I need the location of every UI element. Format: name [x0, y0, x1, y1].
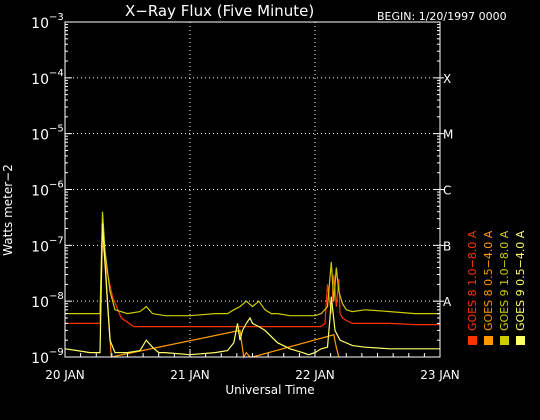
- series-line-1: [101, 218, 340, 359]
- flare-class-label: B: [443, 239, 451, 253]
- legend-label: GOES 9 1.0−8.0 A: [498, 230, 511, 331]
- y-tick-exponent: −6: [49, 180, 64, 191]
- y-tick-exponent: −7: [49, 235, 64, 246]
- legend-entry-goes9-short: GOES 9 0.5−4.0 A: [514, 60, 538, 345]
- flare-class-label: C: [443, 184, 451, 198]
- y-tick-label: 10: [31, 72, 49, 88]
- legend-label: GOES 9 0.5−4.0 A: [514, 230, 527, 331]
- series-line-0: [65, 238, 440, 328]
- y-tick-label: 10: [31, 351, 49, 367]
- x-tick-label: 22 JAN: [295, 368, 335, 382]
- y-tick-exponent: −8: [49, 291, 64, 302]
- chart-series: [64, 211, 440, 359]
- y-tick-label: 10: [31, 16, 49, 32]
- chart-grid: [65, 22, 440, 357]
- y-tick-label: 10: [31, 295, 49, 311]
- y-tick-exponent: −5: [49, 124, 64, 135]
- legend-swatch: [484, 336, 493, 345]
- y-tick-label: 10: [31, 128, 49, 144]
- y-axis-label: Watts meter−2: [1, 164, 15, 256]
- y-tick-label: 10: [31, 239, 49, 255]
- y-tick-label: 10: [31, 184, 49, 200]
- flare-class-label: X: [443, 72, 451, 86]
- axis-ticks: 10−910−810−710−610−510−410 −320 JAN 21 JAN…: [31, 12, 460, 382]
- series-line-3: [64, 223, 440, 356]
- series-line-2: [65, 211, 440, 317]
- x-tick-label: 21 JAN: [170, 368, 210, 382]
- legend-label: GOES 8 1.0−8.0 A: [466, 230, 479, 331]
- y-tick-exponent: −4: [49, 68, 64, 79]
- x-tick-label: 23 JAN: [420, 368, 460, 382]
- flare-class-label: M: [443, 128, 453, 142]
- legend-swatch: [468, 336, 477, 345]
- flare-class-label: A: [443, 295, 452, 309]
- chart-title: X−Ray Flux (Five Minute): [125, 2, 315, 20]
- legend-swatch: [500, 336, 509, 345]
- y-tick-exponent: −3: [49, 12, 64, 23]
- y-tick-exponent: −9: [49, 347, 64, 358]
- legend-swatch: [516, 336, 525, 345]
- legend-label: GOES 8 0.5−4.0 A: [482, 230, 495, 331]
- begin-date-label: BEGIN: 1/20/1997 0000: [377, 10, 507, 23]
- x-axis-label: Universal Time: [225, 383, 315, 397]
- y-axis-label-box: Watts meter−2: [0, 150, 16, 270]
- x-tick-label: 20 JAN: [45, 368, 85, 382]
